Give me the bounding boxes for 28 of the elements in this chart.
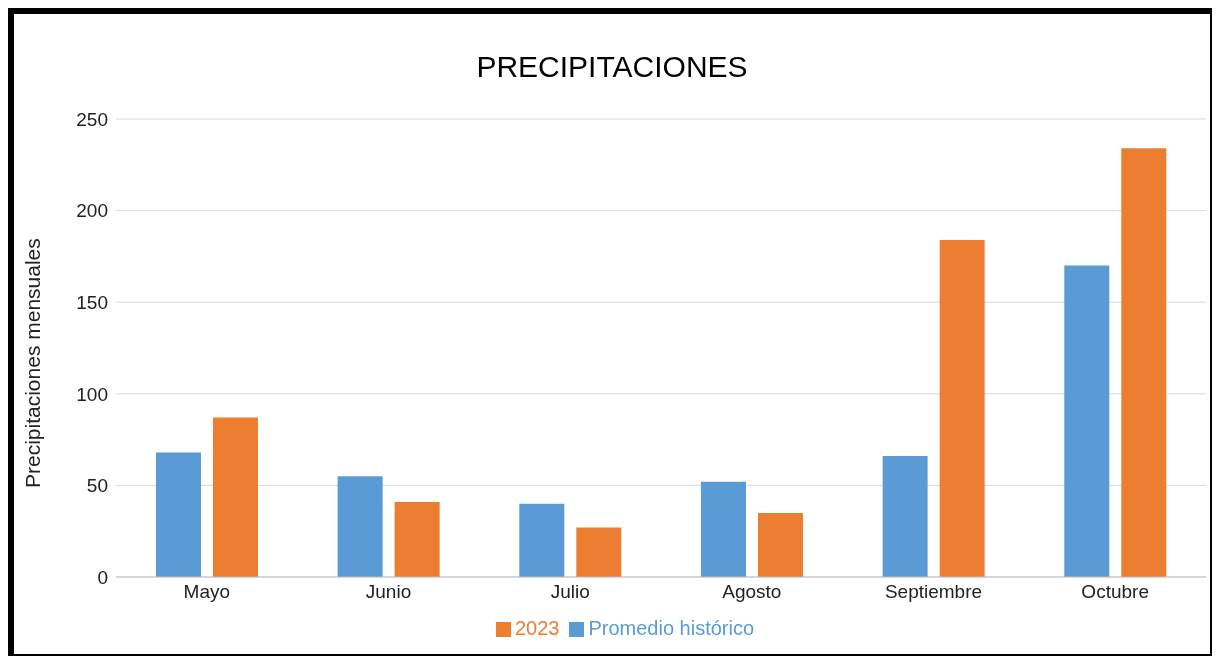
legend-label: 2023	[514, 617, 560, 639]
legend-label: Promedio histórico	[588, 617, 755, 639]
y-tick-label: 100	[76, 383, 108, 405]
chart-title: PRECIPITACIONES	[475, 50, 749, 84]
bar	[212, 417, 258, 577]
bar	[519, 503, 565, 577]
x-tick-label: Mayo	[183, 581, 231, 603]
y-axis-title: Precipitaciones mensuales	[21, 238, 45, 488]
x-tick-label: Julio	[550, 581, 590, 603]
bar	[757, 512, 803, 577]
bar	[337, 476, 383, 577]
y-tick-label: 50	[86, 475, 108, 497]
bar	[882, 456, 928, 577]
x-tick-label: Octubre	[1081, 581, 1149, 603]
x-tick-label: Septiembre	[884, 581, 983, 603]
bar	[155, 452, 201, 577]
bar	[1121, 148, 1167, 577]
bar	[394, 501, 440, 577]
bar	[1064, 265, 1110, 577]
y-tick-label: 250	[76, 108, 108, 130]
y-tick-label: 150	[76, 291, 108, 313]
bar	[939, 239, 985, 577]
y-tick-label: 0	[97, 566, 108, 588]
y-tick-label: 200	[76, 200, 108, 222]
bar	[576, 527, 622, 577]
bar	[700, 481, 746, 577]
x-tick-label: Agosto	[722, 581, 782, 603]
x-tick-label: Junio	[365, 581, 412, 603]
